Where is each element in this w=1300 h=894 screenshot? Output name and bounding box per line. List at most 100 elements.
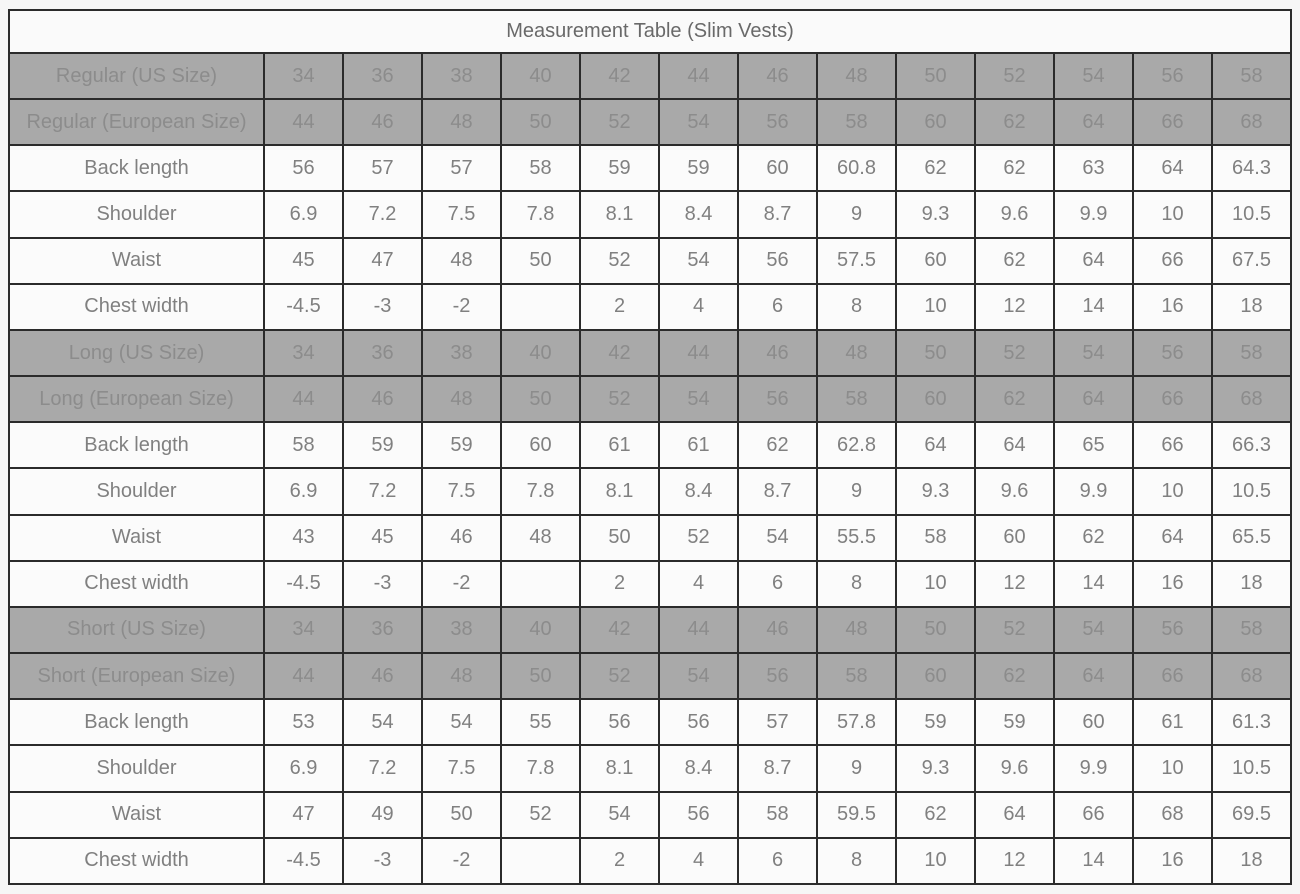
value-cell: 60: [1053, 698, 1134, 747]
value-cell: 10: [895, 559, 976, 608]
row-label: Shoulder: [8, 744, 265, 793]
size-cell: 46: [342, 652, 423, 701]
size-cell: 48: [421, 98, 502, 147]
value-cell: 12: [974, 836, 1055, 886]
size-cell: 46: [342, 375, 423, 424]
value-cell: 50: [421, 790, 502, 839]
value-cell: 2: [579, 282, 660, 331]
value-cell: 62: [974, 144, 1055, 193]
value-cell: 43: [263, 513, 344, 562]
size-cell: 48: [421, 652, 502, 701]
value-cell: 47: [263, 790, 344, 839]
value-cell: 8: [816, 559, 897, 608]
value-cell: 48: [421, 236, 502, 285]
value-cell: 9.3: [895, 190, 976, 239]
value-cell: 64.3: [1211, 144, 1292, 193]
value-cell: -4.5: [263, 282, 344, 331]
value-cell: 9: [816, 190, 897, 239]
value-cell: 52: [658, 513, 739, 562]
value-cell: 10: [1132, 190, 1213, 239]
value-cell: 10: [895, 836, 976, 886]
value-cell: 55.5: [816, 513, 897, 562]
row-label: Long (US Size): [8, 328, 265, 378]
value-cell: 8.7: [737, 467, 818, 516]
value-cell: -2: [421, 282, 502, 331]
title-row: Measurement Table (Slim Vests): [8, 9, 1292, 54]
size-cell: 54: [1053, 328, 1134, 378]
value-cell: 12: [974, 282, 1055, 331]
size-cell: 44: [658, 51, 739, 101]
value-cell: 9.6: [974, 190, 1055, 239]
size-cell: 62: [974, 652, 1055, 701]
value-cell: 9.6: [974, 467, 1055, 516]
size-cell: 68: [1211, 375, 1292, 424]
value-cell: 7.8: [500, 467, 581, 516]
size-cell: 54: [658, 652, 739, 701]
value-cell: 64: [1132, 144, 1213, 193]
value-cell: 2: [579, 836, 660, 886]
value-cell: 54: [421, 698, 502, 747]
size-cell: 58: [1211, 605, 1292, 655]
value-cell: 58: [500, 144, 581, 193]
value-cell: 61.3: [1211, 698, 1292, 747]
value-cell: 9.9: [1053, 190, 1134, 239]
size-cell: 56: [737, 375, 818, 424]
size-cell: 44: [263, 98, 344, 147]
value-cell: [500, 559, 581, 608]
value-cell: -2: [421, 836, 502, 886]
size-cell: 54: [658, 98, 739, 147]
value-cell: 67.5: [1211, 236, 1292, 285]
value-cell: 7.8: [500, 744, 581, 793]
size-cell: 60: [895, 375, 976, 424]
size-cell: 54: [658, 375, 739, 424]
value-cell: 6.9: [263, 744, 344, 793]
size-cell: 46: [342, 98, 423, 147]
size-cell: 38: [421, 51, 502, 101]
row-label: Chest width: [8, 282, 265, 331]
value-cell: [500, 282, 581, 331]
value-cell: 9.3: [895, 467, 976, 516]
value-cell: 14: [1053, 836, 1134, 886]
value-cell: 10.5: [1211, 744, 1292, 793]
value-cell: 12: [974, 559, 1055, 608]
value-cell: 4: [658, 282, 739, 331]
size-cell: 58: [1211, 51, 1292, 101]
size-cell: 52: [974, 605, 1055, 655]
row-label: Regular (US Size): [8, 51, 265, 101]
value-cell: 59: [658, 144, 739, 193]
value-cell: 66: [1132, 421, 1213, 470]
size-cell: 44: [658, 328, 739, 378]
value-cell: 60: [895, 236, 976, 285]
value-cell: 2: [579, 559, 660, 608]
value-cell: 48: [500, 513, 581, 562]
value-cell: 57: [342, 144, 423, 193]
value-cell: 8.4: [658, 744, 739, 793]
value-cell: 7.2: [342, 744, 423, 793]
value-cell: 16: [1132, 282, 1213, 331]
size-cell: 60: [895, 652, 976, 701]
value-cell: 10: [1132, 467, 1213, 516]
data-row: Back length 56 57 57 58 59 59 60 60.8 62 62 63 64 64.…: [8, 144, 1292, 193]
value-cell: 7.5: [421, 190, 502, 239]
size-cell: 50: [500, 652, 581, 701]
value-cell: 63: [1053, 144, 1134, 193]
row-label: Waist: [8, 513, 265, 562]
value-cell: 10: [1132, 744, 1213, 793]
value-cell: 54: [737, 513, 818, 562]
size-cell: 56: [1132, 328, 1213, 378]
value-cell: 66.3: [1211, 421, 1292, 470]
value-cell: 7.2: [342, 467, 423, 516]
value-cell: 60: [500, 421, 581, 470]
data-row: Chest width -4.5 -3 -2 2 4 6 8 10 12 14 16 18: [8, 282, 1292, 331]
value-cell: 54: [579, 790, 660, 839]
size-cell: 52: [974, 51, 1055, 101]
size-cell: 38: [421, 328, 502, 378]
value-cell: 62: [974, 236, 1055, 285]
value-cell: 8.4: [658, 190, 739, 239]
value-cell: 8.7: [737, 744, 818, 793]
size-cell: 52: [974, 328, 1055, 378]
size-cell: 50: [500, 98, 581, 147]
value-cell: 64: [1053, 236, 1134, 285]
value-cell: 10: [895, 282, 976, 331]
